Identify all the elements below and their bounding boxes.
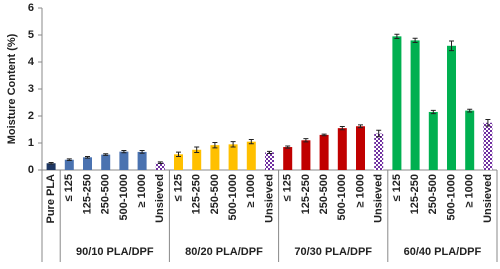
bar bbox=[337, 128, 347, 170]
error-bar bbox=[467, 108, 473, 113]
y-tick-label: 4 bbox=[28, 56, 35, 68]
error-bar bbox=[376, 129, 382, 138]
error-bar bbox=[485, 119, 491, 127]
error-bar bbox=[157, 161, 163, 165]
x-tick-label: Unsieved bbox=[482, 174, 494, 223]
error-bar bbox=[412, 37, 418, 44]
bar bbox=[155, 162, 165, 170]
error-bar bbox=[48, 161, 54, 165]
bar bbox=[428, 111, 438, 170]
x-tick-label: ≤ 125 bbox=[391, 174, 403, 201]
x-tick-label: 250-500 bbox=[318, 174, 330, 214]
error-bar bbox=[85, 156, 90, 159]
error-bar bbox=[230, 141, 236, 148]
group-label: 90/10 PLA/DPF bbox=[76, 246, 154, 258]
group-label: 80/20 PLA/DPF bbox=[185, 246, 263, 258]
x-tick-label: 500-1000 bbox=[118, 174, 130, 221]
bar bbox=[265, 152, 274, 170]
bar bbox=[410, 40, 420, 171]
x-tick-label: ≥ 1000 bbox=[245, 174, 257, 208]
bar bbox=[210, 145, 220, 170]
bar bbox=[101, 154, 111, 170]
x-tick-label: 250-500 bbox=[209, 174, 221, 214]
bar bbox=[447, 45, 456, 170]
bar bbox=[301, 140, 311, 170]
x-tick-label: 125-250 bbox=[81, 174, 93, 214]
y-tick-label: 5 bbox=[28, 29, 34, 41]
error-bar bbox=[285, 145, 291, 149]
error-bar bbox=[103, 153, 109, 156]
error-bar bbox=[321, 133, 327, 137]
error-bar bbox=[139, 150, 145, 154]
bar bbox=[83, 157, 92, 170]
bar bbox=[283, 147, 293, 170]
error-bar bbox=[212, 141, 218, 149]
error-bar bbox=[358, 124, 363, 129]
error-bar bbox=[394, 33, 400, 40]
bar bbox=[228, 144, 238, 170]
error-bar bbox=[176, 151, 181, 157]
x-tick-label: 125-250 bbox=[409, 174, 421, 214]
y-tick-label: 2 bbox=[28, 110, 34, 122]
bar bbox=[137, 151, 147, 170]
error-bar bbox=[121, 150, 127, 154]
error-bar bbox=[267, 150, 272, 155]
bar bbox=[374, 133, 384, 170]
bar bbox=[64, 159, 74, 170]
error-bar bbox=[248, 138, 254, 145]
y-axis-label: Moisture Content (%) bbox=[6, 33, 18, 144]
x-tick-label: 125-250 bbox=[300, 174, 312, 214]
bar bbox=[392, 36, 402, 170]
bar bbox=[356, 126, 365, 170]
group-label: 70/30 PLA/DPF bbox=[294, 246, 372, 258]
x-tick-label: ≤ 125 bbox=[172, 174, 184, 201]
x-tick-label: ≤ 125 bbox=[63, 174, 75, 201]
error-bar bbox=[194, 146, 200, 153]
bar bbox=[465, 110, 475, 170]
x-tick-label: Unsieved bbox=[373, 174, 385, 223]
y-tick-label: 1 bbox=[28, 137, 34, 149]
x-tick-label: Unsieved bbox=[263, 174, 275, 223]
bar bbox=[246, 141, 256, 170]
x-tick-label: Pure PLA bbox=[45, 174, 57, 224]
group-label: 60/40 PLA/DPF bbox=[404, 246, 482, 258]
y-tick-label: 6 bbox=[28, 2, 34, 14]
bar bbox=[119, 151, 129, 170]
y-tick-label: 3 bbox=[28, 83, 34, 95]
x-tick-label: 500-1000 bbox=[336, 174, 348, 221]
x-tick-label: 500-1000 bbox=[227, 174, 239, 221]
error-bar bbox=[303, 138, 309, 143]
x-tick-label: Unsieved bbox=[154, 174, 166, 223]
x-tick-label: 500-1000 bbox=[445, 174, 457, 221]
x-tick-label: ≥ 1000 bbox=[136, 174, 148, 208]
error-bar bbox=[430, 109, 436, 115]
x-tick-label: 125-250 bbox=[191, 174, 203, 214]
error-bar bbox=[449, 40, 454, 52]
bar bbox=[319, 134, 329, 170]
bar bbox=[483, 122, 493, 170]
error-bar bbox=[339, 126, 345, 131]
x-tick-label: ≥ 1000 bbox=[354, 174, 366, 208]
error-bar bbox=[66, 158, 72, 162]
x-tick-label: ≥ 1000 bbox=[464, 174, 476, 208]
bar bbox=[174, 154, 183, 170]
bar bbox=[192, 149, 202, 170]
x-tick-label: 250-500 bbox=[100, 174, 112, 214]
x-tick-label: 250-500 bbox=[427, 174, 439, 214]
x-tick-label: ≤ 125 bbox=[282, 174, 294, 201]
bar bbox=[46, 163, 56, 170]
y-tick-label: 0 bbox=[28, 164, 34, 176]
